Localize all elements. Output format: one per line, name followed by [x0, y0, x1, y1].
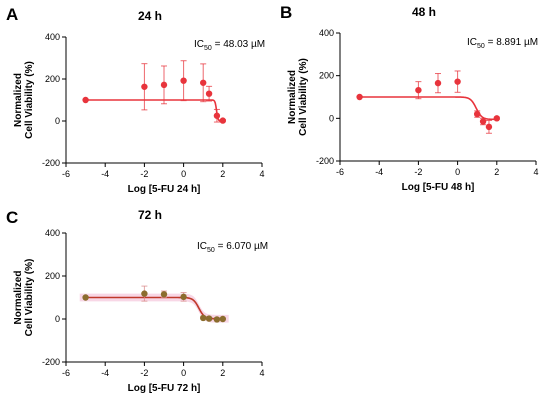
- data-point: [180, 293, 187, 301]
- ic50-annotation: IC50 = 8.891 µM: [467, 37, 538, 50]
- data-point: [205, 90, 213, 97]
- fit-curve: [85, 296, 223, 320]
- fit-curve: [359, 96, 497, 121]
- data-point: [160, 291, 168, 298]
- x-tick-label: 0: [181, 169, 186, 179]
- data-point: [200, 79, 207, 86]
- x-tick-label: 4: [533, 167, 538, 177]
- y-axis-label-line: Cell Viability (%): [24, 61, 35, 139]
- panel-title: 48 h: [412, 5, 436, 19]
- confidence-band: [79, 293, 229, 323]
- data-point: [213, 316, 221, 323]
- y-tick-label: -200: [42, 357, 60, 367]
- ic50-prefix: IC: [194, 39, 204, 50]
- data-point: [493, 115, 500, 122]
- x-tick-label: -6: [336, 167, 344, 177]
- ic50-prefix: IC: [467, 37, 477, 48]
- y-axis-label-line: Normalized: [13, 271, 24, 325]
- y-tick-label: -200: [316, 156, 334, 166]
- x-tick-label: -2: [414, 167, 422, 177]
- ic50-value: = 6.070 µM: [215, 241, 268, 252]
- x-tick-label: 4: [259, 169, 264, 179]
- x-tick-label: -2: [140, 169, 148, 179]
- data-point: [485, 123, 493, 131]
- y-tick-label: 0: [55, 314, 60, 324]
- y-axis-label-line: Normalized: [13, 73, 24, 127]
- y-axis-label: NormalizedCell Viability (%): [13, 259, 35, 337]
- y-tick-label: 400: [45, 228, 60, 238]
- data-point: [356, 93, 363, 101]
- panel-letter: A: [6, 5, 18, 24]
- x-tick-label: 0: [181, 368, 186, 378]
- y-axis-label-line: Cell Viability (%): [298, 58, 309, 136]
- ic50-annotation: IC50 = 48.03 µM: [194, 39, 265, 52]
- fit-curve: [85, 99, 223, 122]
- x-tick-label: -4: [101, 169, 109, 179]
- x-tick-label: -4: [101, 368, 109, 378]
- x-tick-label: -6: [62, 368, 70, 378]
- y-tick-label: 0: [55, 116, 60, 126]
- data-point: [454, 78, 461, 85]
- panel-letter: C: [6, 208, 18, 227]
- ic50-subscript: 50: [207, 247, 215, 254]
- y-tick-label: 200: [45, 74, 60, 84]
- data-point: [415, 86, 422, 94]
- ic50-value: = 48.03 µM: [212, 39, 265, 50]
- x-tick-label: 4: [259, 368, 264, 378]
- chart-panel-b: B 48 h -6 -4 -2 0 2 4 -200 0 200 400 Log [5-FU 48 h]…: [280, 3, 539, 193]
- data-point: [434, 79, 442, 87]
- chart-panel-c: C 72 h -6 -4 -2 0 2 4 -200 0 200 400 Log [5-FU 72 h]…: [6, 208, 268, 394]
- ic50-prefix: IC: [197, 241, 207, 252]
- data-point: [219, 117, 226, 124]
- panel-letter: B: [280, 3, 292, 22]
- y-axis-label: NormalizedCell Viability (%): [13, 61, 35, 139]
- data-point: [141, 83, 148, 90]
- x-tick-label: -2: [140, 368, 148, 378]
- y-tick-label: 200: [319, 71, 334, 81]
- ic50-annotation: IC50 = 6.070 µM: [197, 241, 268, 254]
- x-axis-label: Log [5-FU 24 h]: [128, 184, 201, 195]
- x-tick-label: 2: [220, 169, 225, 179]
- data-point: [141, 290, 148, 297]
- y-tick-label: 400: [319, 28, 334, 38]
- ic50-subscript: 50: [204, 45, 212, 52]
- panel-title: 72 h: [138, 208, 162, 222]
- data-point: [160, 81, 168, 89]
- data-point: [474, 110, 481, 118]
- x-tick-label: 0: [455, 167, 460, 177]
- x-tick-label: -6: [62, 169, 70, 179]
- x-tick-label: 2: [220, 368, 225, 378]
- data-point: [213, 112, 221, 119]
- x-tick-label: 2: [494, 167, 499, 177]
- ic50-subscript: 50: [477, 43, 485, 50]
- data-point: [479, 118, 487, 125]
- y-tick-label: 0: [329, 113, 334, 123]
- x-tick-label: -4: [375, 167, 383, 177]
- data-point: [82, 294, 89, 301]
- y-axis-label-line: Normalized: [287, 70, 298, 124]
- y-axis-label-line: Cell Viability (%): [24, 259, 35, 337]
- x-axis-label: Log [5-FU 48 h]: [402, 182, 475, 193]
- y-tick-label: 200: [45, 271, 60, 281]
- y-tick-label: -200: [42, 158, 60, 168]
- data-point: [180, 77, 187, 84]
- y-axis-label: NormalizedCell Viability (%): [287, 58, 309, 136]
- chart-panel-a: A 24 h -6 -4 -2 0 2 4 -200 0 200 400 Log [5-FU 24 h]…: [6, 5, 265, 195]
- data-point: [205, 315, 213, 322]
- data-point: [219, 315, 226, 323]
- x-axis-label: Log [5-FU 72 h]: [128, 383, 201, 394]
- ic50-value: = 8.891 µM: [485, 37, 538, 48]
- panel-title: 24 h: [138, 9, 162, 23]
- data-point: [200, 314, 207, 322]
- y-tick-label: 400: [45, 32, 60, 42]
- data-point: [82, 96, 89, 104]
